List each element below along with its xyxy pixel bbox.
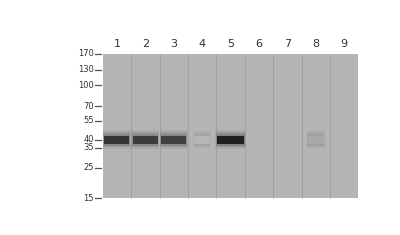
Text: 70: 70	[83, 102, 94, 111]
Text: 130: 130	[78, 65, 94, 74]
Bar	[194, 136, 210, 144]
Bar	[194, 136, 210, 144]
Text: 2: 2	[142, 39, 149, 49]
Text: 170: 170	[78, 49, 94, 58]
Bar	[161, 134, 187, 145]
Text: 55: 55	[84, 116, 94, 125]
Bar	[194, 134, 210, 145]
Bar	[217, 136, 244, 144]
Bar	[307, 134, 324, 145]
Bar	[306, 130, 325, 149]
Text: 6: 6	[256, 39, 262, 49]
Bar	[216, 134, 245, 145]
Bar	[132, 134, 158, 145]
Bar	[308, 136, 324, 144]
Bar	[133, 136, 158, 144]
Text: 7: 7	[284, 39, 291, 49]
Text: 5: 5	[227, 39, 234, 49]
Bar	[161, 136, 186, 144]
Bar	[161, 136, 186, 144]
Bar	[132, 132, 159, 147]
Text: 40: 40	[84, 135, 94, 144]
Bar	[307, 132, 325, 147]
Bar	[308, 136, 324, 144]
Bar	[104, 136, 130, 144]
Bar	[104, 134, 130, 145]
Bar	[217, 136, 244, 144]
Bar	[160, 132, 187, 147]
Bar	[216, 132, 245, 147]
Text: 25: 25	[84, 163, 94, 172]
Bar	[104, 136, 130, 144]
Text: 100: 100	[78, 81, 94, 90]
Text: 35: 35	[83, 143, 94, 152]
Bar	[133, 136, 158, 144]
Text: 1: 1	[114, 39, 120, 49]
Bar	[104, 132, 130, 147]
Text: 15: 15	[84, 194, 94, 203]
Bar	[194, 132, 210, 147]
Text: 3: 3	[170, 39, 177, 49]
Text: 4: 4	[198, 39, 206, 49]
Bar	[216, 130, 246, 149]
Bar	[160, 130, 188, 149]
Text: 9: 9	[341, 39, 348, 49]
Bar	[194, 130, 211, 149]
Bar	[103, 130, 131, 149]
Bar	[131, 130, 159, 149]
Bar	[103, 54, 358, 198]
Text: 8: 8	[312, 39, 319, 49]
